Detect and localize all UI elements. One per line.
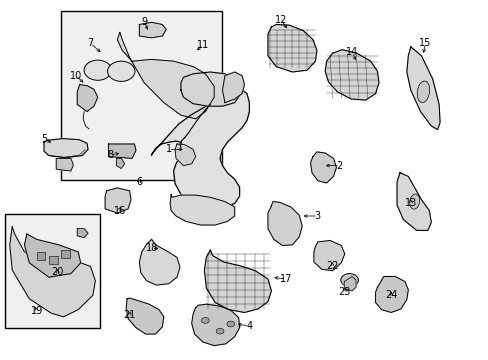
Text: 24: 24 [384, 290, 397, 300]
Text: 10: 10 [69, 71, 82, 81]
Bar [49, 256, 58, 264]
Polygon shape [139, 22, 166, 38]
Polygon shape [396, 173, 430, 230]
Text: 17: 17 [279, 274, 292, 284]
Polygon shape [170, 194, 234, 225]
Polygon shape [10, 227, 95, 317]
Text: 19: 19 [30, 306, 43, 316]
Polygon shape [175, 144, 195, 166]
Ellipse shape [416, 81, 429, 103]
Polygon shape [222, 72, 244, 103]
Text: 12: 12 [274, 15, 287, 25]
Text: 14: 14 [345, 47, 358, 57]
Text: 5: 5 [41, 134, 47, 144]
Polygon shape [313, 240, 344, 271]
Polygon shape [325, 50, 378, 100]
Polygon shape [77, 85, 98, 112]
Polygon shape [105, 188, 131, 213]
Circle shape [226, 321, 234, 327]
Polygon shape [117, 32, 214, 119]
Polygon shape [77, 229, 88, 238]
Polygon shape [24, 234, 81, 277]
Text: 23: 23 [338, 287, 350, 297]
Polygon shape [191, 304, 239, 346]
Polygon shape [181, 72, 239, 106]
Text: 1: 1 [165, 144, 171, 154]
Text: 8: 8 [107, 150, 113, 160]
Polygon shape [344, 276, 355, 291]
Text: 7: 7 [87, 38, 93, 48]
Text: 11: 11 [196, 40, 209, 50]
Polygon shape [116, 158, 124, 168]
Polygon shape [204, 250, 271, 312]
Text: 13: 13 [404, 198, 416, 208]
Bar [5, 214, 100, 328]
Polygon shape [126, 298, 163, 334]
Polygon shape [56, 158, 73, 171]
Circle shape [340, 274, 358, 287]
Polygon shape [406, 47, 439, 130]
Polygon shape [139, 239, 180, 285]
Circle shape [201, 318, 209, 323]
Polygon shape [151, 88, 249, 209]
Circle shape [84, 60, 111, 80]
Text: 20: 20 [51, 267, 64, 277]
Text: 18: 18 [145, 243, 158, 253]
Polygon shape [108, 144, 136, 158]
Text: 16: 16 [113, 206, 126, 216]
Bar [61, 250, 70, 258]
Polygon shape [44, 139, 88, 158]
Bar [61, 11, 222, 180]
Polygon shape [267, 202, 302, 246]
Ellipse shape [409, 194, 419, 209]
Polygon shape [310, 152, 336, 183]
Text: 15: 15 [418, 38, 431, 48]
Text: 22: 22 [325, 261, 338, 271]
Text: 21: 21 [123, 310, 136, 320]
Polygon shape [375, 276, 407, 312]
Bar [37, 252, 45, 260]
Text: 6: 6 [136, 177, 142, 187]
Polygon shape [267, 24, 316, 72]
Text: 3: 3 [314, 211, 320, 221]
Text: 4: 4 [246, 321, 252, 331]
Circle shape [216, 328, 224, 334]
Circle shape [107, 61, 135, 81]
Text: 9: 9 [141, 17, 147, 27]
Text: 2: 2 [336, 161, 342, 171]
